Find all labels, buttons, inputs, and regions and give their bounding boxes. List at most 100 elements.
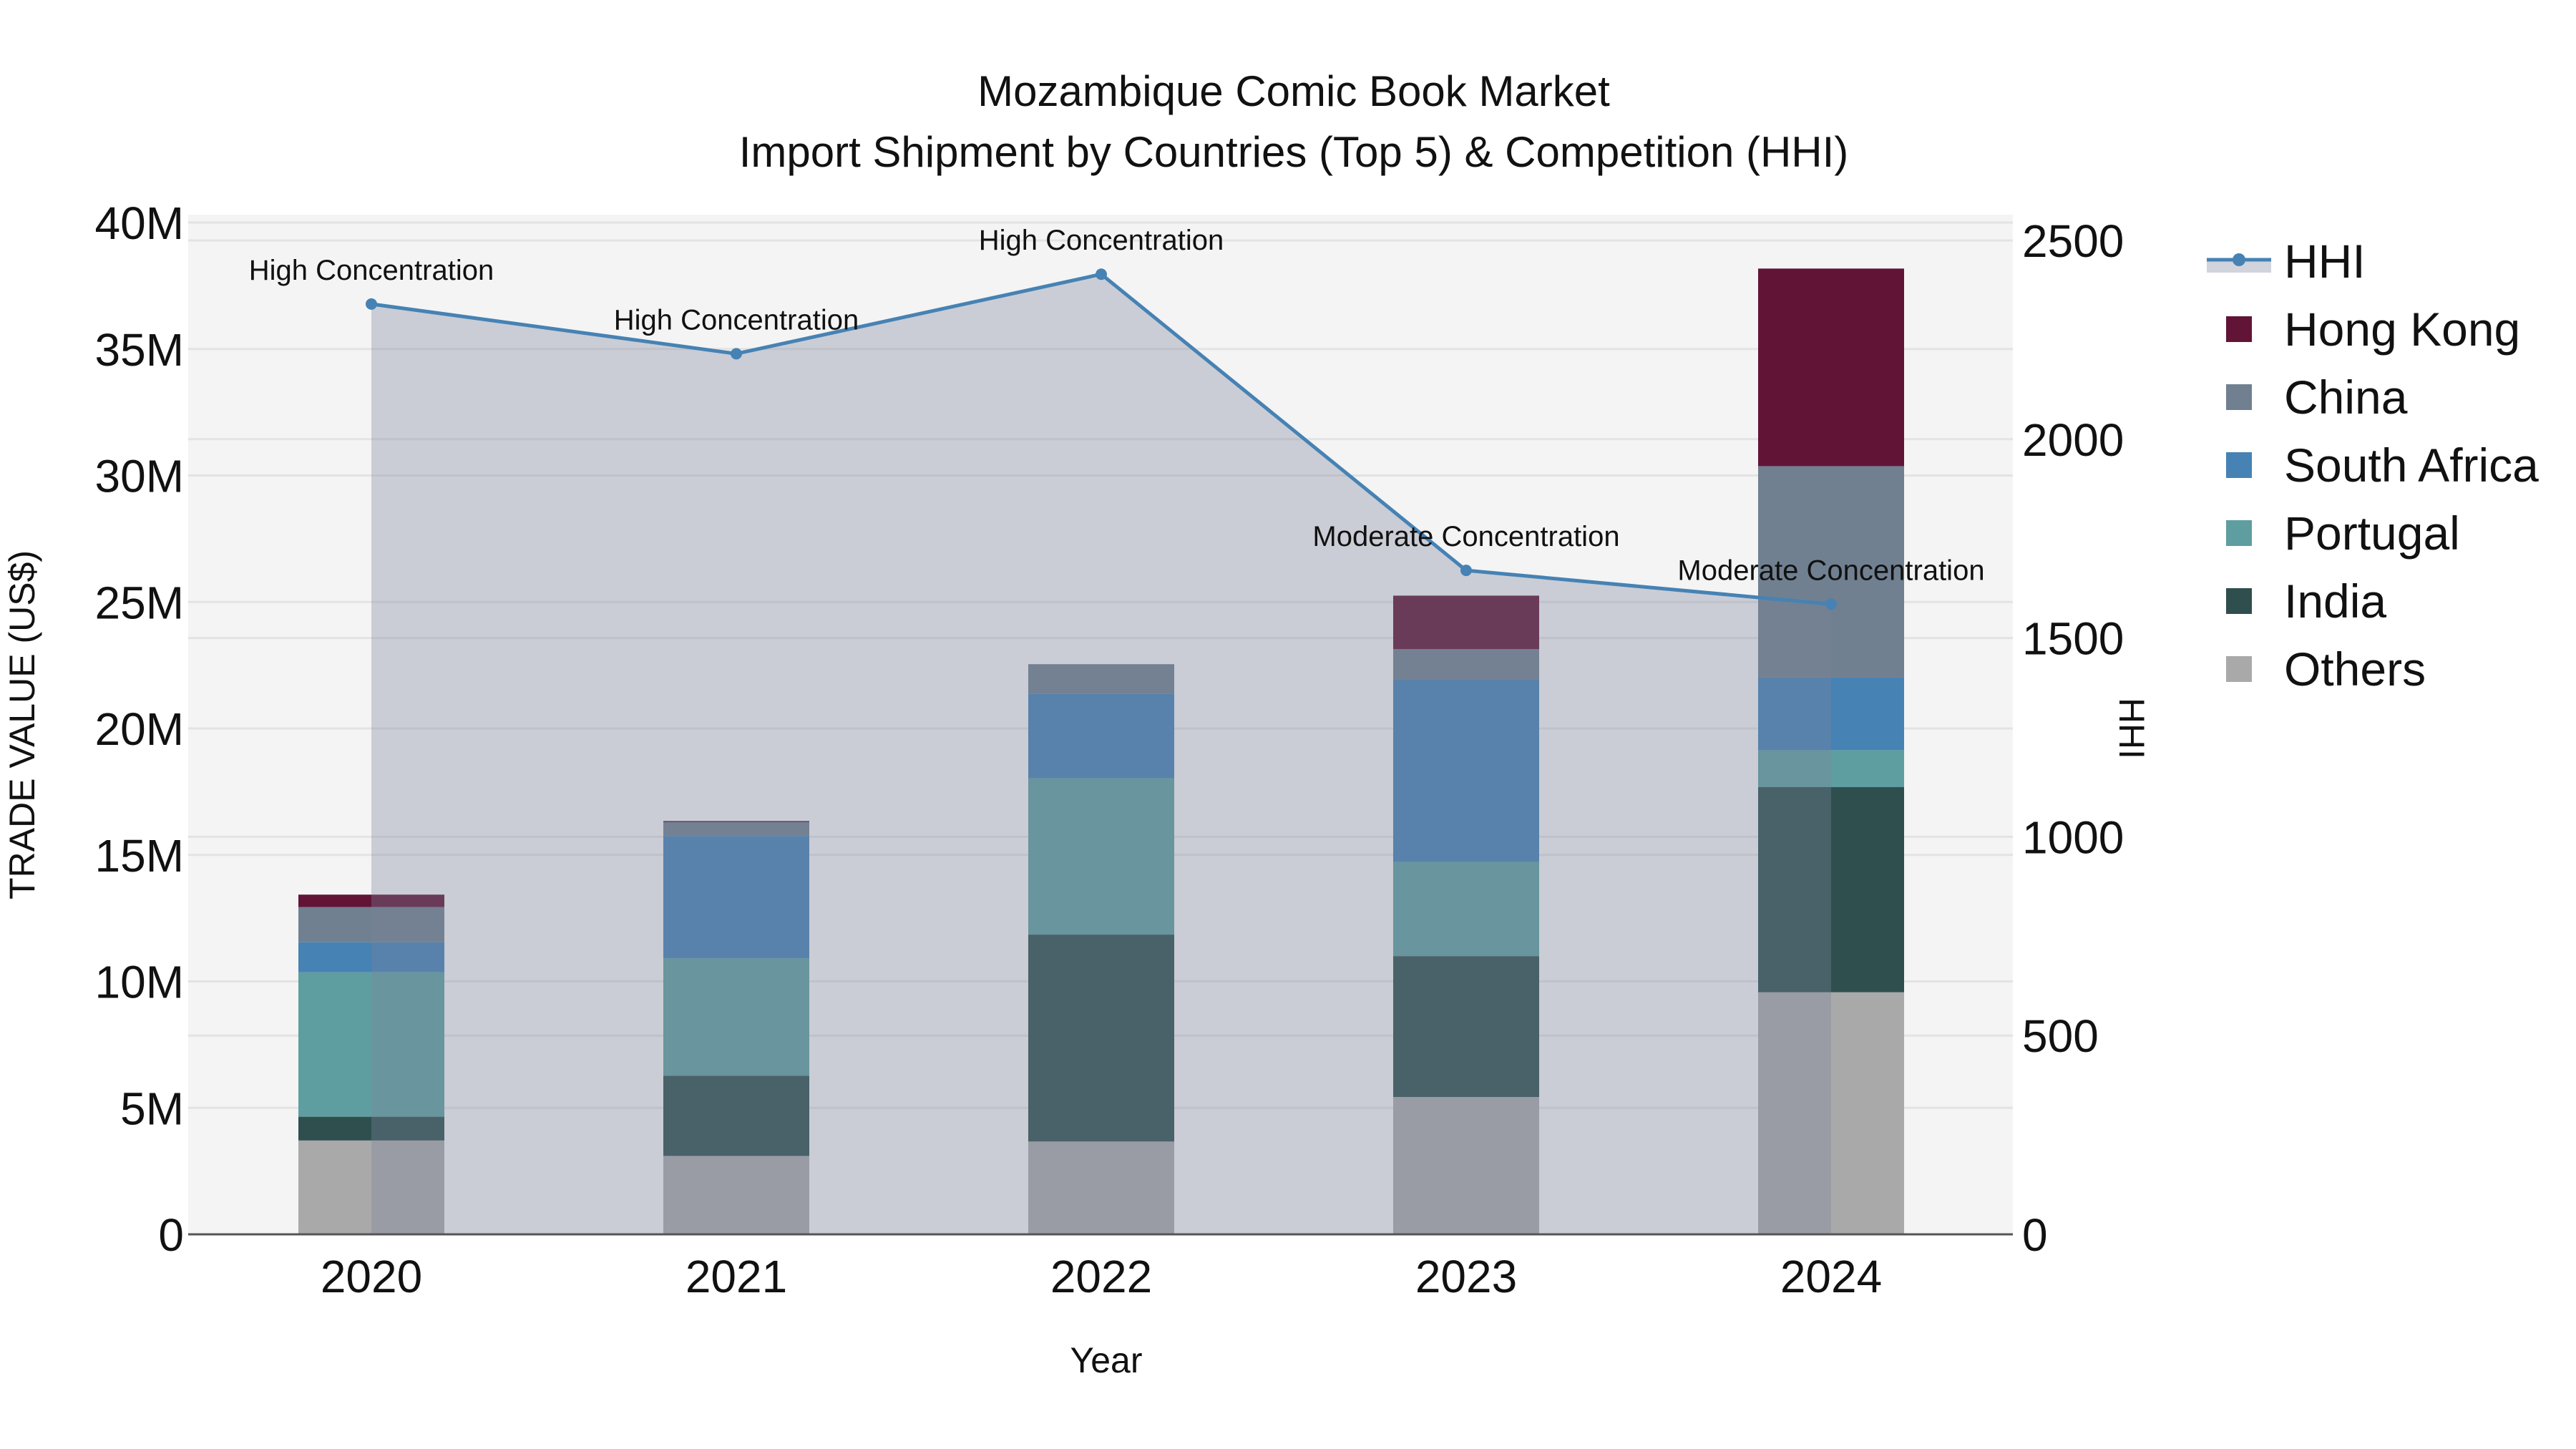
chart-subtitle: Import Shipment by Countries (Top 5) & C… (739, 128, 1849, 176)
legend-item-hong-kong: Hong Kong (2226, 303, 2520, 356)
bar-stack-2024 (1758, 268, 1904, 1234)
y-tick-label: 0 (158, 1209, 184, 1261)
hhi-annotation: Moderate Concentration (1677, 555, 1984, 586)
hhi-fill (371, 274, 1831, 1234)
y2-tick-label: 2000 (2022, 414, 2124, 466)
legend-item-portugal: Portugal (2226, 507, 2460, 560)
bar-segment-others (1393, 1097, 1539, 1234)
legend-label: Others (2284, 643, 2426, 696)
legend-hhi-fill-swatch (2207, 261, 2271, 273)
bar-segment-china (1028, 664, 1174, 694)
hhi-annotation: High Concentration (249, 255, 494, 286)
bar-segment-others (663, 1156, 809, 1234)
bar-stack-2023 (1393, 595, 1539, 1234)
y-axis-ticks: 0 5M 10M 15M 20M 25M 30M 35M 40M (95, 197, 185, 1261)
y-tick-label: 15M (95, 830, 185, 882)
bar-segment-hong-kong (1393, 595, 1539, 650)
legend-label: HHI (2284, 235, 2366, 288)
y2-tick-label: 1000 (2022, 811, 2124, 863)
bar-segment-india (1758, 787, 1904, 992)
bar-segment-portugal (1028, 778, 1174, 935)
legend-swatch-icon (2226, 520, 2252, 546)
legend-hhi-marker-icon (2233, 253, 2245, 266)
bar-segment-india (663, 1075, 809, 1156)
bar-segment-south-africa (1028, 693, 1174, 779)
y-tick-label: 10M (95, 957, 185, 1008)
legend-label: China (2284, 371, 2408, 424)
bar-segment-china (663, 821, 809, 836)
bar-segment-portugal (1758, 750, 1904, 788)
x-axis-title: Year (1070, 1340, 1142, 1380)
y-tick-label: 20M (95, 703, 185, 755)
y2-axis-title: HHI (2112, 698, 2152, 759)
hhi-marker (1825, 598, 1837, 610)
x-tick-label: 2022 (1050, 1251, 1152, 1302)
y-tick-label: 5M (120, 1083, 184, 1134)
y2-axis-ticks: 0 500 1000 1500 2000 2500 (2022, 215, 2124, 1261)
hhi-marker (366, 298, 377, 310)
x-tick-label: 2023 (1415, 1251, 1517, 1302)
legend-swatch-icon (2226, 384, 2252, 410)
hhi-area-fill (371, 274, 1831, 1234)
hhi-marker (1460, 565, 1472, 577)
y2-tick-label: 1500 (2022, 613, 2124, 665)
legend-swatch-icon (2226, 452, 2252, 478)
hhi-line (366, 268, 1837, 610)
bar-stack-2020 (298, 894, 444, 1234)
bar-segment-hong-kong (663, 821, 809, 822)
legend-swatch-icon (2226, 588, 2252, 614)
hhi-annotation: High Concentration (979, 225, 1224, 256)
hhi-marker (731, 348, 742, 360)
chart-title: Mozambique Comic Book Market (977, 67, 1610, 115)
legend-label: Hong Kong (2284, 303, 2520, 356)
y2-tick-label: 2500 (2022, 215, 2124, 267)
legend-swatch-icon (2226, 656, 2252, 682)
legend-item-others: Others (2226, 643, 2426, 696)
bar-segment-south-africa (663, 836, 809, 959)
legend-item-china: China (2226, 371, 2408, 424)
y-tick-label: 35M (95, 324, 185, 376)
bar-segment-china (1758, 466, 1904, 678)
bar-segment-portugal (1393, 862, 1539, 957)
bar-segment-china (1393, 649, 1539, 680)
x-tick-label: 2021 (686, 1251, 787, 1302)
hhi-annotation: Moderate Concentration (1312, 521, 1619, 552)
hhi-annotation: High Concentration (614, 304, 859, 336)
x-tick-label: 2020 (321, 1251, 422, 1302)
y-axis-title: TRADE VALUE (US$) (2, 550, 42, 899)
legend: HHI Hong Kong China South Africa Portugal Ind… (2207, 235, 2539, 696)
bar-segment-hong-kong (298, 894, 444, 907)
legend-label: Portugal (2284, 507, 2460, 560)
bar-segment-india (1028, 935, 1174, 1142)
bar-segment-portugal (298, 972, 444, 1117)
legend-swatch-icon (2226, 316, 2252, 342)
legend-item-india: India (2226, 575, 2386, 628)
stacked-bars (298, 268, 1904, 1234)
bar-segment-south-africa (298, 942, 444, 972)
y2-tick-label: 0 (2022, 1209, 2048, 1261)
y2-tick-label: 500 (2022, 1010, 2099, 1062)
legend-label: India (2284, 575, 2386, 628)
bar-segment-india (1393, 956, 1539, 1098)
bar-stack-2021 (663, 821, 809, 1234)
x-tick-label: 2024 (1780, 1251, 1882, 1302)
gridlines (188, 221, 2013, 1109)
hhi-marker (1096, 268, 1107, 280)
x-axis-ticks: 2020 2021 2022 2023 2024 (321, 1251, 1882, 1302)
bar-segment-others (1028, 1141, 1174, 1234)
y-tick-label: 25M (95, 577, 185, 628)
bar-stack-2022 (1028, 664, 1174, 1234)
bar-segment-china (298, 907, 444, 942)
bar-segment-portugal (663, 958, 809, 1076)
bar-segment-hong-kong (1758, 268, 1904, 467)
bar-segment-others (1758, 992, 1904, 1234)
legend-item-south-africa: South Africa (2226, 439, 2539, 492)
bar-segment-others (298, 1140, 444, 1234)
y-tick-label: 40M (95, 197, 185, 249)
y-tick-label: 30M (95, 451, 185, 502)
bar-segment-south-africa (1393, 679, 1539, 862)
bar-segment-south-africa (1758, 677, 1904, 751)
bar-segment-india (298, 1116, 444, 1141)
legend-item-hhi: HHI (2207, 235, 2366, 288)
